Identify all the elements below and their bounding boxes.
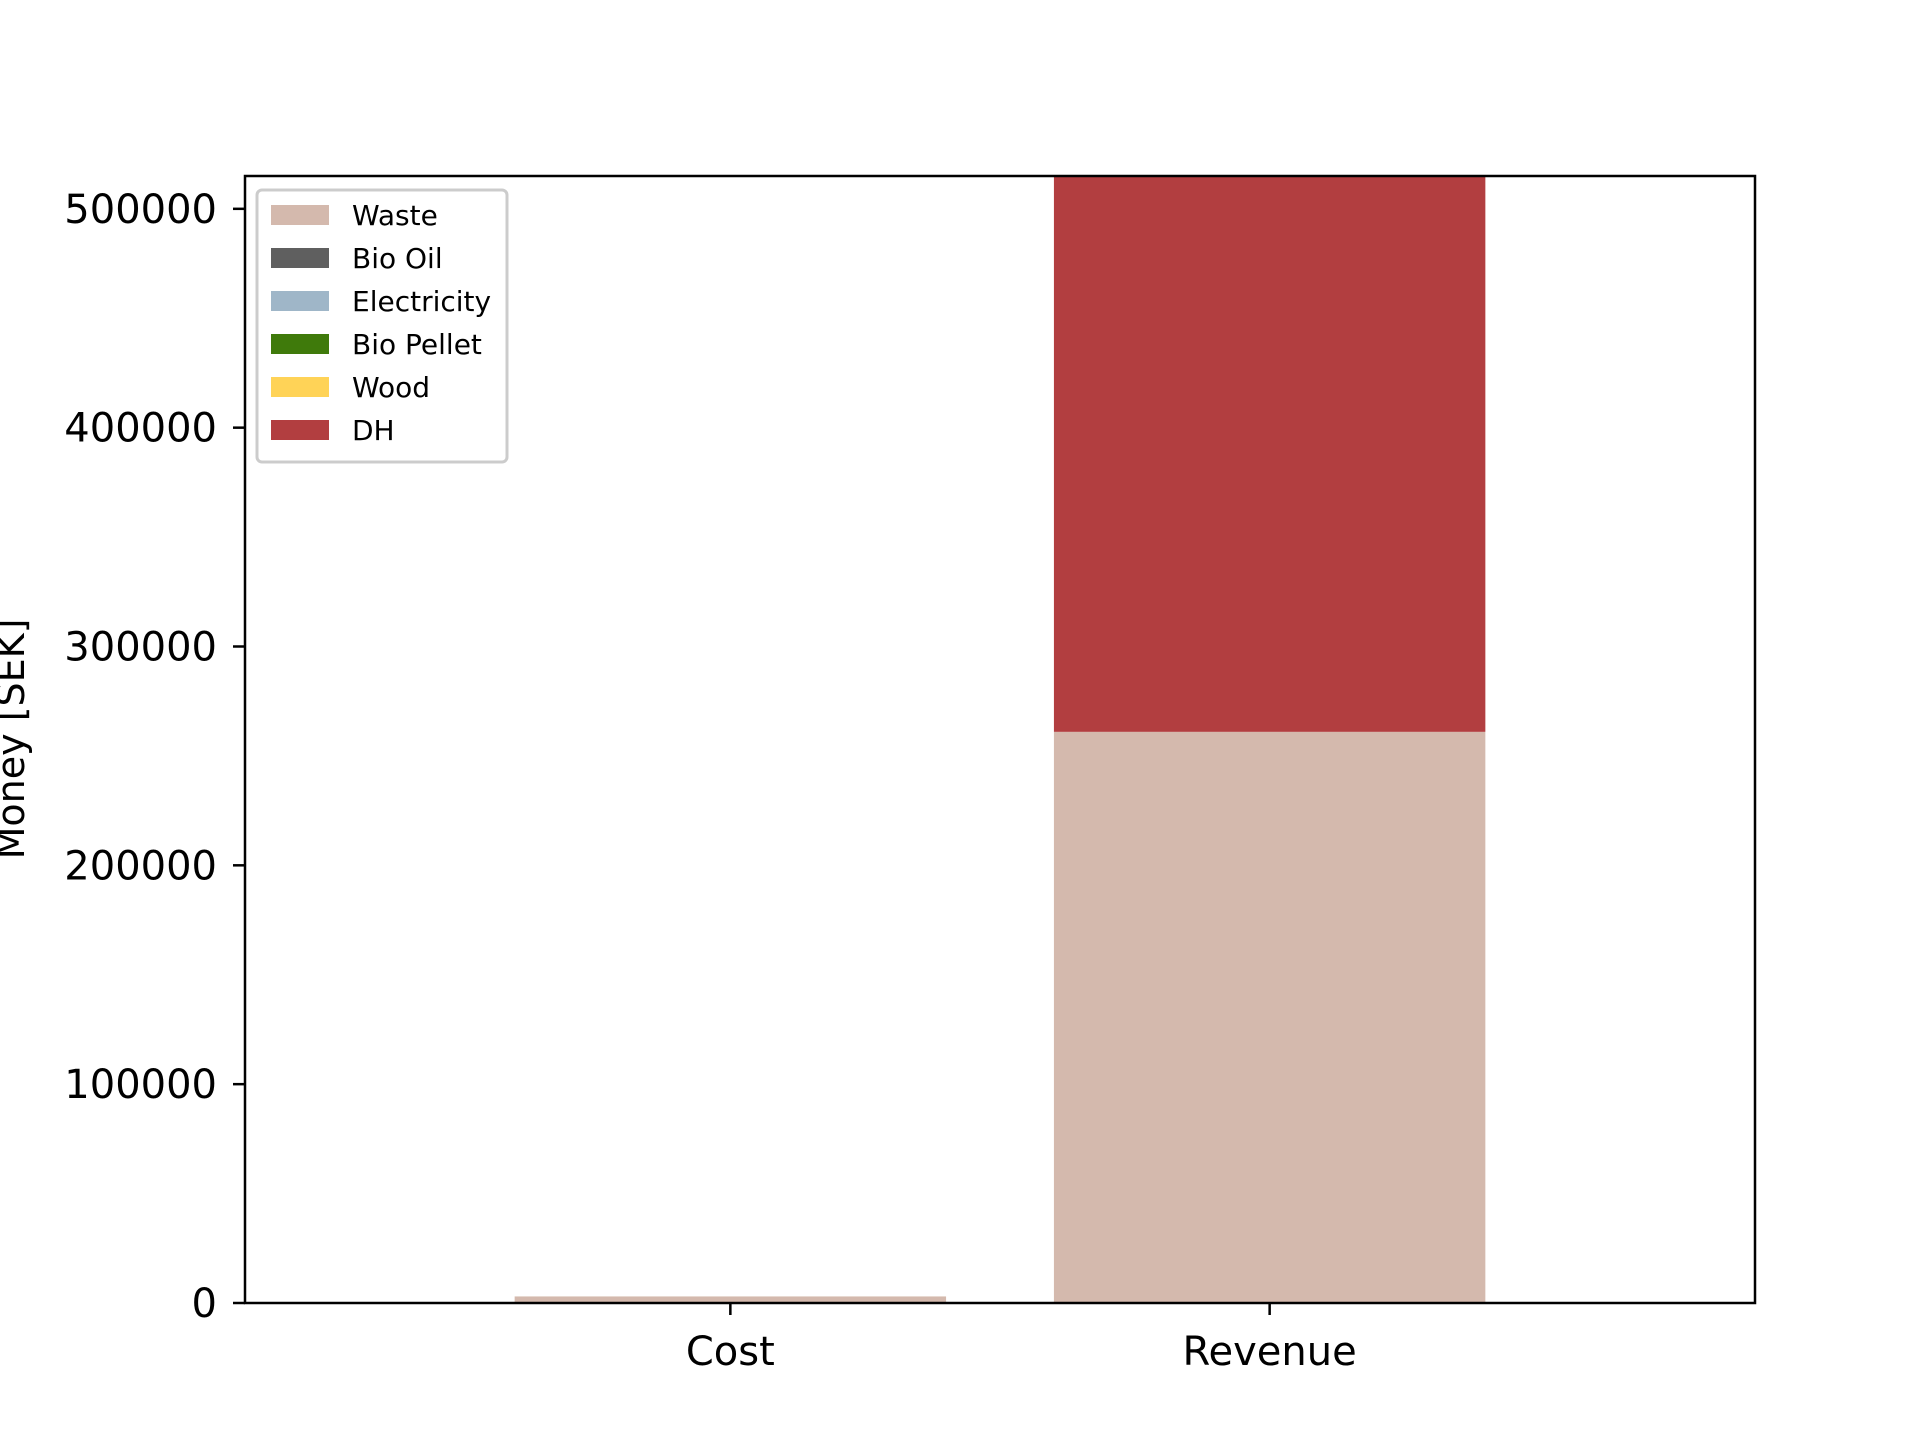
plot-frame (243, 174, 1757, 1305)
legend-label: Waste (352, 199, 438, 232)
x-tick-label: Cost (686, 1329, 775, 1375)
y-axis: 0 100000 200000 300000 400000 500000 (64, 187, 245, 1327)
legend-label: DH (352, 414, 395, 447)
legend-label: Bio Pellet (352, 328, 482, 361)
legend-swatch-dh (271, 420, 329, 440)
y-tick-label: 200000 (64, 843, 217, 889)
y-tick-label: 300000 (64, 624, 217, 670)
bar-waste-cost (514, 1296, 947, 1303)
bar-waste-revenue (1053, 731, 1486, 1303)
legend-swatch-waste (271, 205, 329, 225)
legend-label: Wood (352, 371, 430, 404)
legend-swatch-bio-oil (271, 248, 329, 268)
y-tick-label: 400000 (64, 406, 217, 452)
y-tick-label: 500000 (64, 187, 217, 233)
y-tick-label: 0 (192, 1281, 217, 1327)
y-tick-label: 100000 (64, 1062, 217, 1108)
legend-label: Electricity (352, 285, 491, 318)
legend-label: Bio Oil (352, 242, 443, 275)
x-axis: Cost Revenue (686, 1303, 1357, 1375)
bars-layer (514, 176, 1486, 1303)
legend-swatch-electricity (271, 291, 329, 311)
legend-swatch-wood (271, 377, 329, 397)
legend: Waste Bio Oil Electricity Bio Pellet Wood DH (255, 188, 509, 464)
y-axis-label: Money [SEK] (0, 619, 33, 860)
bar-dh-revenue (1053, 176, 1486, 732)
legend-swatch-bio-pellet (271, 334, 329, 354)
x-tick-label: Revenue (1183, 1329, 1357, 1375)
